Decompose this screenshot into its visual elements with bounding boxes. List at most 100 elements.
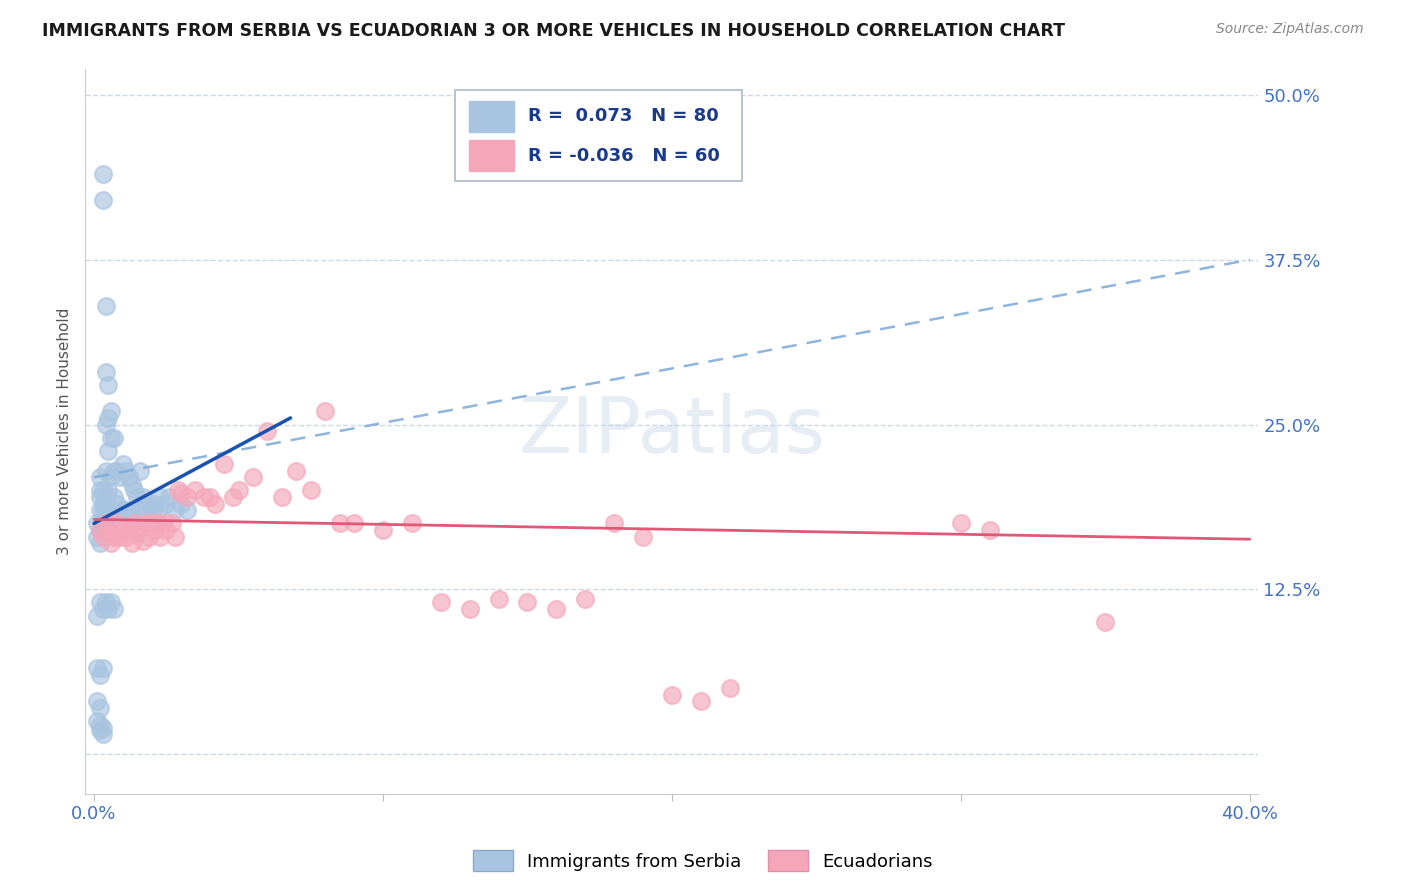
Point	[97, 523, 120, 537]
Point	[94, 490, 117, 504]
Point	[86, 714, 108, 728]
Point	[89, 718, 111, 732]
Point	[89, 595, 111, 609]
Point	[100, 470, 122, 484]
Point	[146, 503, 169, 517]
Point	[97, 483, 120, 498]
Point	[401, 516, 423, 531]
Point	[574, 591, 596, 606]
Point	[135, 516, 157, 531]
Text: ZIPatlas: ZIPatlas	[519, 393, 825, 469]
Point	[155, 523, 177, 537]
Point	[89, 490, 111, 504]
Point	[91, 661, 114, 675]
Point	[103, 516, 125, 531]
FancyBboxPatch shape	[470, 140, 513, 170]
Point	[242, 470, 264, 484]
Point	[184, 483, 207, 498]
Point	[127, 525, 149, 540]
Point	[124, 483, 146, 498]
Point	[143, 497, 166, 511]
Point	[103, 490, 125, 504]
Point	[91, 167, 114, 181]
Point	[86, 530, 108, 544]
Point	[228, 483, 250, 498]
Text: Source: ZipAtlas.com: Source: ZipAtlas.com	[1216, 22, 1364, 37]
Point	[121, 503, 143, 517]
Text: R = -0.036   N = 60: R = -0.036 N = 60	[527, 146, 720, 164]
Point	[949, 516, 972, 531]
Point	[91, 516, 114, 531]
Point	[138, 497, 160, 511]
Point	[89, 470, 111, 484]
Point	[141, 516, 163, 531]
Point	[163, 530, 186, 544]
Point	[661, 688, 683, 702]
Point	[86, 661, 108, 675]
Point	[285, 464, 308, 478]
Point	[94, 595, 117, 609]
Point	[212, 457, 235, 471]
Point	[91, 727, 114, 741]
Point	[103, 602, 125, 616]
Point	[1094, 615, 1116, 630]
Point	[314, 404, 336, 418]
Point	[176, 490, 198, 504]
Point	[689, 694, 711, 708]
Point	[222, 490, 245, 504]
Point	[371, 523, 394, 537]
Point	[458, 602, 481, 616]
Point	[129, 520, 152, 534]
Point	[89, 701, 111, 715]
Point	[121, 476, 143, 491]
Point	[105, 497, 128, 511]
Point	[204, 497, 226, 511]
Point	[198, 490, 221, 504]
Point	[97, 378, 120, 392]
Point	[157, 490, 180, 504]
Point	[89, 523, 111, 537]
Point	[89, 668, 111, 682]
Point	[149, 530, 172, 544]
Point	[97, 503, 120, 517]
Point	[163, 503, 186, 517]
Point	[146, 516, 169, 531]
Point	[329, 516, 352, 531]
Point	[89, 483, 111, 498]
Point	[135, 503, 157, 517]
Point	[89, 536, 111, 550]
Point	[89, 723, 111, 738]
Point	[149, 490, 172, 504]
Point	[91, 721, 114, 735]
Point	[160, 516, 183, 531]
Point	[343, 516, 366, 531]
Point	[94, 523, 117, 537]
Point	[516, 595, 538, 609]
Point	[100, 431, 122, 445]
Point	[100, 595, 122, 609]
Point	[86, 694, 108, 708]
Point	[143, 523, 166, 537]
FancyBboxPatch shape	[456, 90, 742, 181]
Point	[105, 516, 128, 531]
Point	[89, 503, 111, 517]
Point	[103, 464, 125, 478]
Y-axis label: 3 or more Vehicles in Household: 3 or more Vehicles in Household	[58, 308, 72, 555]
Point	[603, 516, 626, 531]
Point	[429, 595, 451, 609]
Point	[91, 497, 114, 511]
Point	[86, 608, 108, 623]
Point	[97, 411, 120, 425]
Point	[176, 503, 198, 517]
Point	[97, 525, 120, 540]
Point	[89, 523, 111, 537]
Point	[91, 194, 114, 208]
Point	[97, 443, 120, 458]
Point	[100, 404, 122, 418]
Point	[108, 530, 131, 544]
Point	[132, 490, 155, 504]
Point	[97, 602, 120, 616]
Point	[270, 490, 292, 504]
Point	[111, 523, 134, 537]
Point	[103, 431, 125, 445]
